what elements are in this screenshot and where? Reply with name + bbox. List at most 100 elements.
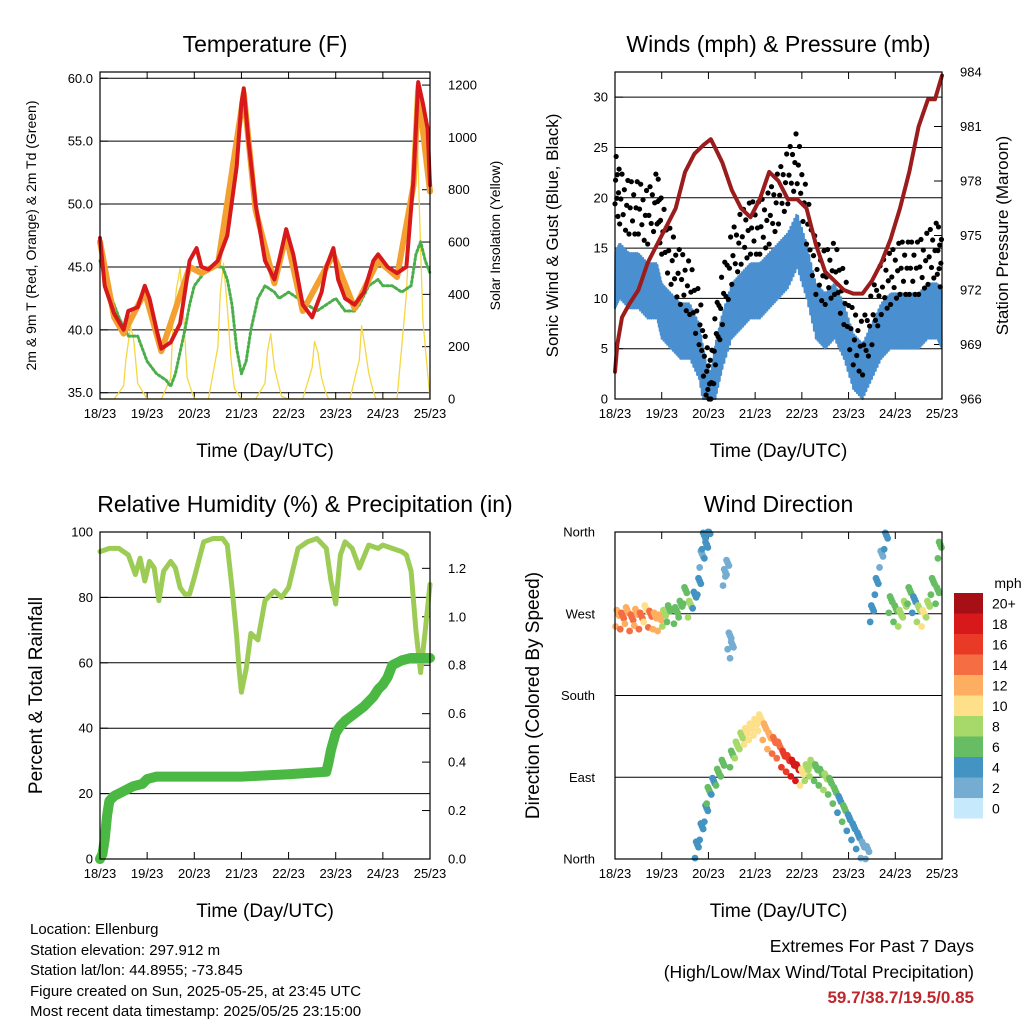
x-tick-label: 22/23 <box>272 406 305 421</box>
y-tick-label-left: 80 <box>79 590 93 605</box>
gust-point <box>777 192 783 198</box>
gust-point <box>729 281 735 287</box>
gust-point <box>872 317 879 323</box>
gust-point <box>766 241 772 247</box>
direction-point <box>801 777 809 785</box>
direction-point <box>721 573 729 580</box>
gust-point <box>718 305 724 312</box>
gust-point <box>851 337 858 343</box>
gust-point <box>730 253 736 259</box>
gust-point <box>728 234 734 240</box>
direction-point <box>691 854 699 862</box>
gust-point <box>758 224 764 230</box>
direction-point <box>658 623 666 630</box>
gust-point <box>828 295 834 301</box>
gust-point <box>925 281 931 287</box>
gust-point <box>885 278 891 284</box>
gust-point <box>933 220 939 226</box>
direction-point <box>753 721 761 728</box>
series-total-precipitation <box>95 653 435 864</box>
x-tick-label: 24/23 <box>367 406 400 421</box>
gust-point <box>649 192 655 198</box>
direction-point <box>744 730 751 738</box>
gust-point <box>855 327 861 334</box>
gust-point <box>854 352 860 359</box>
gust-point <box>705 363 712 369</box>
x-tick-label: 19/23 <box>131 406 164 421</box>
gust-point <box>934 271 940 277</box>
gust-point <box>902 252 908 258</box>
gust-point <box>764 217 770 224</box>
direction-point <box>635 625 643 633</box>
legend-swatch <box>954 613 983 634</box>
direction-point <box>768 750 776 758</box>
series-station-pressure <box>613 73 944 374</box>
gust-point <box>784 151 790 157</box>
gust-point <box>883 267 889 273</box>
gust-point <box>782 180 789 186</box>
gust-point <box>750 199 756 205</box>
direction-point <box>927 591 935 599</box>
gust-point <box>725 296 731 302</box>
legend-title: mph <box>994 575 1021 591</box>
gust-point <box>747 251 754 257</box>
direction-point <box>754 727 762 735</box>
gust-point <box>891 284 897 291</box>
series-dewpoint <box>98 240 432 388</box>
gust-point <box>620 212 626 218</box>
direction-point <box>865 848 873 856</box>
extremes-block: Extremes For Past 7 Days (High/Low/Max W… <box>664 934 974 1011</box>
gust-point <box>799 172 805 178</box>
gust-point <box>822 301 828 308</box>
legend-label: 4 <box>992 759 1000 775</box>
gust-point <box>930 237 936 243</box>
direction-point <box>913 618 921 626</box>
gust-point <box>847 347 853 353</box>
gust-point <box>736 240 742 246</box>
gust-point <box>638 181 644 187</box>
y-tick-label-right: 1.0 <box>448 609 466 624</box>
gust-point <box>866 323 873 329</box>
legend-swatch <box>954 695 983 716</box>
gust-point <box>763 245 769 251</box>
x-tick-label: 25/23 <box>926 406 959 421</box>
y-tick-label-left: 0 <box>601 392 608 407</box>
x-axis-label: Time (Day/UTC) <box>710 901 848 922</box>
direction-point <box>800 771 808 778</box>
gust-point <box>765 190 771 196</box>
direction-point <box>629 616 637 624</box>
extremes-subtitle: (High/Low/Max Wind/Total Precipitation) <box>663 961 974 982</box>
gust-point <box>859 372 866 378</box>
direction-point <box>773 754 781 762</box>
y-tick-label-left: 50.0 <box>68 197 93 212</box>
gust-point <box>802 181 808 187</box>
gust-point <box>705 386 711 393</box>
gust-point <box>744 255 750 261</box>
extremes-title: Extremes For Past 7 Days <box>769 936 974 956</box>
figure-created: Figure created on Sun, 2025-05-25, at 23… <box>30 982 362 1000</box>
gust-point <box>778 163 784 170</box>
gust-point <box>768 184 775 190</box>
gust-point <box>893 295 900 301</box>
gust-point <box>719 321 726 328</box>
legend-swatch <box>954 654 983 675</box>
direction-point <box>697 580 705 588</box>
direction-point <box>675 613 683 621</box>
gust-point <box>931 275 937 281</box>
direction-point <box>730 643 737 651</box>
gust-point <box>796 143 803 150</box>
plot-frame <box>614 531 943 860</box>
gust-point <box>882 295 888 301</box>
y-tick-label-right: 972 <box>960 283 982 298</box>
x-tick-label: 24/23 <box>879 866 912 881</box>
gust-point <box>923 258 929 264</box>
y-tick-label-left: 20 <box>594 190 608 205</box>
gust-point <box>696 342 702 348</box>
gust-point <box>738 261 744 267</box>
gust-point <box>700 373 707 379</box>
direction-point <box>620 614 628 622</box>
gust-point <box>917 264 923 270</box>
x-tick-label: 18/23 <box>599 406 632 421</box>
y-tick-label-right: 0.2 <box>448 803 466 818</box>
